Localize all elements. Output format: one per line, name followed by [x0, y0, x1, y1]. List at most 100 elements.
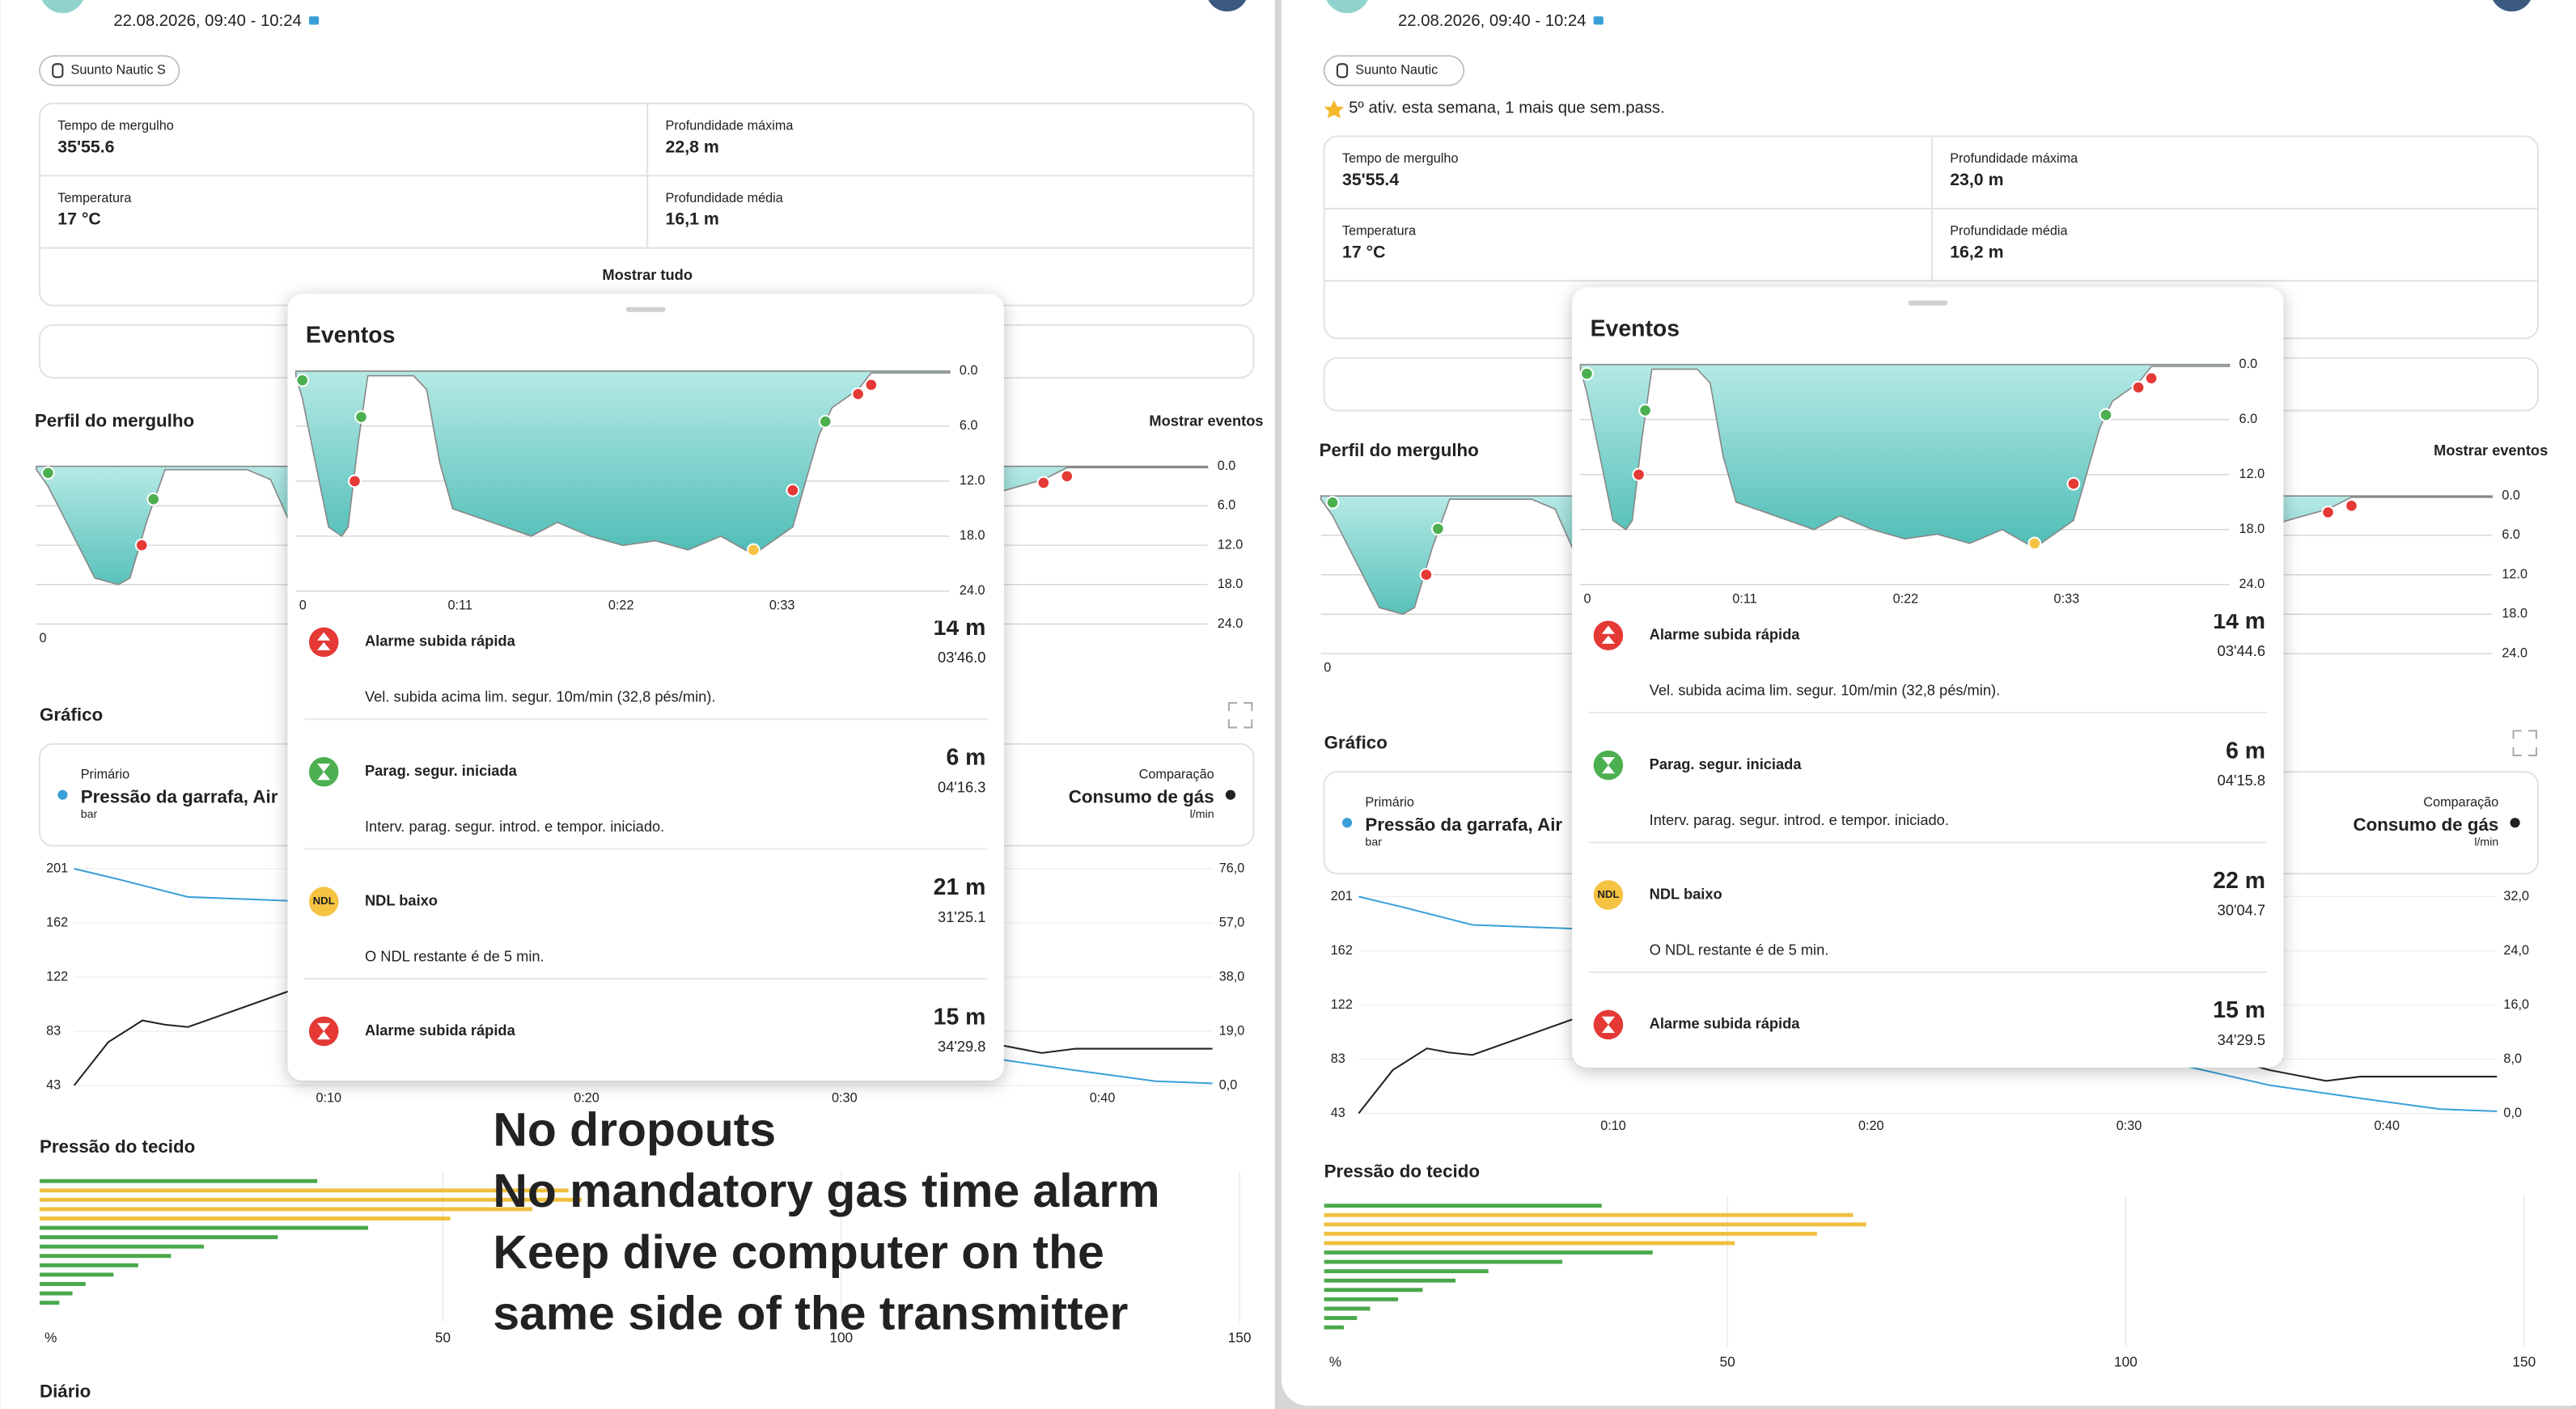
- y-tick-label: 24.0: [2239, 577, 2265, 591]
- event-title: Alarme subida rápida: [1650, 626, 1801, 643]
- show-events-link[interactable]: Mostrar eventos: [1149, 413, 1263, 429]
- y-tick-label: 12.0: [2502, 567, 2527, 582]
- event-dot: [1060, 469, 1074, 484]
- tissue-bar: [1324, 1288, 1423, 1293]
- y-tick-label: 18.0: [2502, 607, 2527, 621]
- tissue-bar: [39, 1188, 569, 1193]
- x-tick-label: 0:22: [1893, 591, 1919, 606]
- y-tick-label: 6.0: [2239, 412, 2258, 426]
- section-title: Diário: [40, 1381, 91, 1402]
- event-dot: [2066, 476, 2081, 491]
- y2-tick-label: 24,0: [2503, 943, 2529, 958]
- dive-date: 22.08.2026, 09:40 - 10:24: [1398, 12, 1586, 30]
- profile-avatar: [1208, 0, 1247, 12]
- event-list: Alarme subida rápida 14 m 03'46.0 Vel. subi…: [303, 615, 988, 1108]
- tissue-bar: [1324, 1212, 1854, 1217]
- icon-glyph: [1601, 625, 1616, 644]
- stat-value: 17 °C: [57, 209, 101, 229]
- event-dot: [354, 410, 368, 424]
- x-tick-label: 0:11: [448, 598, 472, 612]
- tissue-bar: [39, 1225, 369, 1230]
- annotation: No mandatory gas time alarm: [493, 1165, 1159, 1217]
- event-dot: [1638, 404, 1652, 417]
- icon-glyph: [1601, 1016, 1616, 1034]
- legend-dot: [1342, 818, 1353, 828]
- device-name: Suunto Nautic S: [71, 63, 166, 78]
- event-depth: 6 m: [2226, 738, 2265, 764]
- x-tick-label: 50: [1720, 1354, 1735, 1370]
- event-description: O NDL restante é de 5 min.: [1650, 941, 1829, 958]
- event-row[interactable]: NDL NDL baixo 21 m 31'25.1 O NDL restante é …: [303, 874, 988, 980]
- tissue-bar: [39, 1301, 60, 1305]
- y-tick-label: 12.0: [2239, 467, 2265, 481]
- event-dot: [864, 378, 879, 392]
- y-tick-label: 0.0: [2502, 488, 2520, 502]
- event-time: 03'44.6: [2218, 642, 2265, 659]
- x-tick-label: 0: [40, 631, 47, 645]
- y-tick-label: 18.0: [2239, 522, 2265, 536]
- event-row[interactable]: Alarme subida rápida 15 m 34'29.5: [1589, 997, 2268, 1102]
- event-dot: [2099, 408, 2113, 422]
- show-events-link[interactable]: Mostrar eventos: [2434, 442, 2548, 459]
- y2-tick-label: 16,0: [2503, 997, 2529, 1012]
- event-icon: [308, 756, 339, 787]
- event-row[interactable]: Alarme subida rápida 15 m 34'29.8: [304, 1004, 988, 1108]
- icon-glyph: [1601, 756, 1616, 774]
- x-tick-label: 150: [2512, 1354, 2536, 1370]
- expand-icon[interactable]: [2512, 730, 2538, 756]
- tissue-bar: [39, 1235, 278, 1240]
- event-row[interactable]: Parag. segur. iniciada 6 m 04'16.3 Interv. …: [303, 745, 988, 850]
- y2-tick-label: 8,0: [2503, 1051, 2522, 1066]
- event-dot: [348, 474, 362, 489]
- sheet-handle[interactable]: [625, 307, 666, 312]
- sheet-handle[interactable]: [1908, 300, 1948, 306]
- event-badge: NDL: [313, 895, 335, 907]
- event-depth: 6 m: [946, 745, 985, 771]
- event-dot: [134, 538, 149, 552]
- show-all-button[interactable]: Mostrar tudo: [602, 266, 693, 283]
- expand-icon[interactable]: [1227, 701, 1253, 729]
- event-row[interactable]: Parag. segur. iniciada 6 m 04'15.8 Interv. …: [1588, 738, 2268, 844]
- device-pill: [1323, 55, 1465, 87]
- stat-label: Temperatura: [57, 191, 132, 205]
- event-time: 31'25.1: [938, 908, 985, 925]
- event-dot: [786, 483, 800, 497]
- event-description: Vel. subida acima lim. segur. 10m/min (3…: [1650, 682, 2000, 699]
- event-row[interactable]: Alarme subida rápida 14 m 03'46.0 Vel. subi…: [303, 615, 988, 721]
- avatar: [1326, 0, 1368, 14]
- event-depth: 22 m: [2213, 868, 2265, 894]
- legend-name: Pressão da garrafa, Air: [1365, 815, 1562, 835]
- event-row[interactable]: Alarme subida rápida 14 m 03'44.6 Vel. subi…: [1588, 608, 2268, 714]
- y-tick-label: 12.0: [1218, 537, 1244, 552]
- event-list: Alarme subida rápida 14 m 03'44.6 Vel. subi…: [1588, 608, 2268, 1102]
- tissue-bar: [39, 1244, 204, 1249]
- event-title: Parag. segur. iniciada: [365, 762, 518, 779]
- x-tick-label: 0:11: [1732, 591, 1756, 606]
- lock-icon: [308, 16, 320, 25]
- tissue-bar: [39, 1216, 451, 1221]
- tissue-bar: [1324, 1259, 1563, 1264]
- x-tick-label: 0:40: [1090, 1091, 1116, 1106]
- event-row[interactable]: NDL NDL baixo 22 m 30'04.7 O NDL restante é …: [1588, 868, 2268, 973]
- tissue-bar: [39, 1254, 172, 1259]
- event-title: NDL baixo: [1650, 885, 1722, 902]
- legend-name: Consumo de gás: [2353, 815, 2498, 835]
- legend-unit: l/min: [1190, 808, 1214, 821]
- y-tick-label: 24.0: [2502, 645, 2527, 660]
- y-tick-label: 162: [1331, 943, 1353, 958]
- event-dot: [2321, 506, 2335, 519]
- event-icon: [1593, 620, 1624, 650]
- event-dot: [2131, 380, 2146, 395]
- tissue-bar: [1324, 1297, 1399, 1301]
- legend-label: Comparação: [1139, 768, 1214, 782]
- sheet-title: Eventos: [306, 323, 396, 349]
- section-title: Gráfico: [40, 704, 103, 725]
- tissue-bar: [1324, 1269, 1489, 1274]
- event-depth: 21 m: [934, 874, 986, 900]
- event-description: Interv. parag. segur. introd. e tempor. …: [1650, 811, 1949, 828]
- event-dot: [2027, 536, 2042, 551]
- event-dot: [1431, 522, 1445, 536]
- stat-value: 35'55.6: [57, 137, 114, 156]
- tissue-bar: [1324, 1241, 1735, 1246]
- legend-label: Primário: [81, 768, 129, 782]
